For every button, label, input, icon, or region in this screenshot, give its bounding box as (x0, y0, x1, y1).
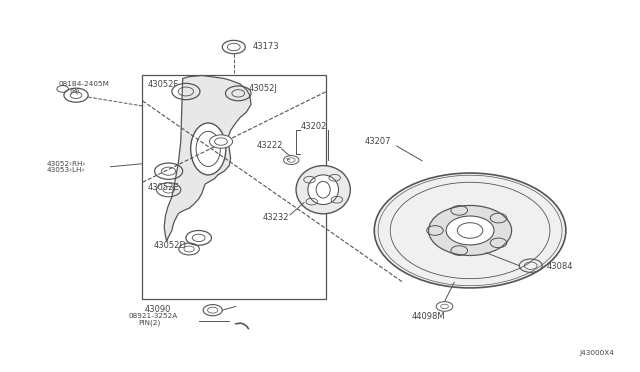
Text: 43173: 43173 (253, 42, 280, 51)
Text: 081B4-2405M: 081B4-2405M (58, 81, 109, 87)
Text: 43052‹RH›: 43052‹RH› (47, 161, 86, 167)
Ellipse shape (191, 123, 226, 175)
Text: 44098M: 44098M (412, 312, 445, 321)
Text: 43052F: 43052F (148, 80, 179, 89)
Text: 43052E: 43052E (148, 183, 179, 192)
Text: 43053‹LH›: 43053‹LH› (47, 167, 85, 173)
Ellipse shape (429, 205, 511, 256)
Text: 08921-3252A: 08921-3252A (129, 314, 178, 320)
Ellipse shape (308, 175, 339, 205)
Text: 43052J: 43052J (248, 84, 277, 93)
Ellipse shape (296, 166, 350, 214)
Circle shape (209, 135, 232, 148)
Text: 43207: 43207 (365, 137, 391, 146)
Text: 43222: 43222 (256, 141, 282, 150)
Ellipse shape (374, 173, 566, 288)
Ellipse shape (446, 216, 494, 245)
Ellipse shape (196, 131, 220, 167)
Text: 43090: 43090 (145, 305, 172, 314)
Bar (143, 75, 326, 299)
Polygon shape (164, 76, 251, 241)
Text: PIN(2): PIN(2) (138, 320, 160, 326)
Text: 43052D: 43052D (154, 241, 187, 250)
Text: 43232: 43232 (262, 213, 289, 222)
Text: (8): (8) (69, 87, 79, 94)
Ellipse shape (316, 182, 330, 198)
Text: J43000X4: J43000X4 (579, 350, 614, 356)
Text: 43202: 43202 (301, 122, 327, 131)
Text: 43084: 43084 (547, 262, 573, 271)
